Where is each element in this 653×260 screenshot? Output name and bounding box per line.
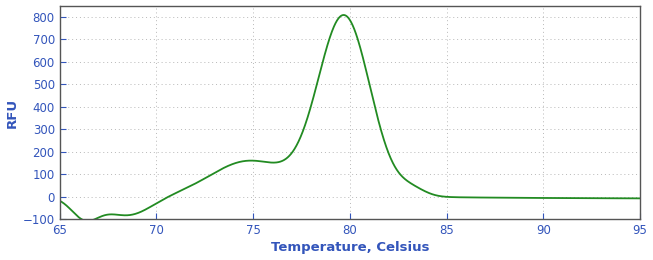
Y-axis label: RFU: RFU — [6, 98, 18, 128]
X-axis label: Temperature, Celsius: Temperature, Celsius — [270, 242, 429, 255]
